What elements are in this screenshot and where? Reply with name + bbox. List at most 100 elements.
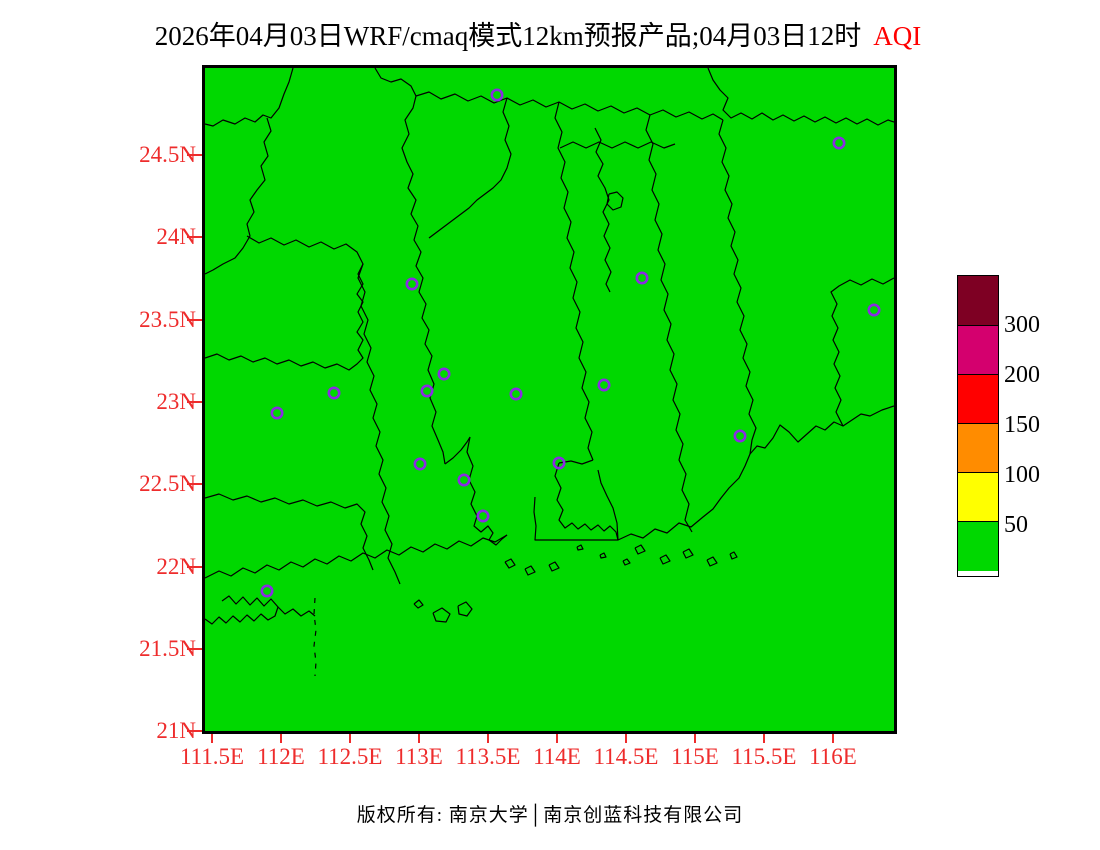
x-axis-tick <box>763 734 765 743</box>
island-outline <box>634 544 646 555</box>
station-marker-icon <box>327 386 341 400</box>
island-outline <box>599 552 607 559</box>
x-axis-label: 115E <box>671 744 719 769</box>
admin-boundary-line <box>554 101 594 461</box>
colorbar-segment <box>958 374 998 424</box>
y-axis-tick <box>187 730 202 732</box>
admin-boundary-dashed-line <box>313 597 317 677</box>
x-axis-tick <box>694 734 696 743</box>
x-axis-label: 113.5E <box>455 744 521 769</box>
map-plot-area <box>202 65 897 734</box>
y-axis-tick <box>187 319 202 321</box>
x-axis-label: 111.5E <box>179 744 245 769</box>
admin-boundary-line <box>594 127 612 293</box>
admin-boundary-line <box>428 97 512 239</box>
admin-boundary-line <box>205 595 279 625</box>
y-axis-label: 21.5N <box>139 636 196 661</box>
island-outline <box>706 556 718 567</box>
y-axis-label: 23N <box>156 389 196 414</box>
colorbar-segment <box>958 521 998 571</box>
island-outline <box>576 544 584 551</box>
y-axis-tick <box>187 154 202 156</box>
y-axis-tick <box>187 648 202 650</box>
y-axis-label: 24.5N <box>139 142 196 167</box>
station-marker-icon <box>270 406 284 420</box>
x-axis-tick <box>487 734 489 743</box>
admin-boundary-line <box>617 405 894 541</box>
station-marker-icon <box>420 384 434 398</box>
x-axis-tick <box>556 734 558 743</box>
island-outline <box>504 558 516 569</box>
colorbar-segment <box>958 423 998 473</box>
colorbar <box>957 275 999 577</box>
admin-boundary-line <box>415 91 724 121</box>
station-marker-icon <box>437 367 451 381</box>
figure-title: 2026年04月03日WRF/cmaq模式12km预报产品;04月03日12时 A… <box>0 14 1076 53</box>
admin-boundary-line <box>466 436 508 546</box>
station-marker-icon <box>733 429 747 443</box>
admin-boundary-line <box>559 141 676 149</box>
x-axis-tick <box>832 734 834 743</box>
station-marker-icon <box>490 88 504 102</box>
station-marker-icon <box>867 303 881 317</box>
colorbar-tick-label: 200 <box>1004 362 1040 388</box>
island-outline <box>729 551 738 560</box>
colorbar-tick-label: 50 <box>1004 512 1028 538</box>
y-axis-label: 22.5N <box>139 471 196 496</box>
figure-title-pollutant: AQI <box>873 21 922 51</box>
x-axis-tick <box>280 734 282 743</box>
y-axis-tick <box>187 401 202 403</box>
figure-title-text: 2026年04月03日WRF/cmaq模式12km预报产品;04月03日12时 <box>154 21 862 51</box>
x-axis-tick <box>625 734 627 743</box>
x-axis-tick <box>211 734 213 743</box>
y-axis-tick <box>187 566 202 568</box>
island-outline <box>659 554 671 565</box>
station-marker-icon <box>597 378 611 392</box>
admin-boundary-line <box>830 277 894 427</box>
station-marker-icon <box>509 387 523 401</box>
admin-boundary-line <box>645 114 693 533</box>
station-marker-icon <box>552 456 566 470</box>
colorbar-segment <box>958 276 998 326</box>
x-axis-label: 113E <box>395 744 443 769</box>
island-outline <box>432 607 451 623</box>
station-marker-icon <box>635 271 649 285</box>
y-axis-label: 21N <box>156 718 196 743</box>
colorbar-tick-label: 100 <box>1004 462 1040 488</box>
admin-boundary-line <box>533 469 619 541</box>
admin-boundary-line <box>444 436 471 465</box>
x-axis-tick <box>349 734 351 743</box>
admin-boundary-line <box>606 191 624 211</box>
island-outline <box>413 599 424 609</box>
admin-boundary-line <box>246 235 401 585</box>
admin-boundary-line <box>205 68 294 127</box>
x-axis-label: 114.5E <box>593 744 659 769</box>
x-axis-label: 115.5E <box>731 744 797 769</box>
station-marker-icon <box>413 457 427 471</box>
x-axis-label: 114E <box>533 744 581 769</box>
admin-boundary-line <box>707 68 894 126</box>
map-canvas <box>205 68 894 677</box>
x-axis-label: 112.5E <box>317 744 383 769</box>
admin-boundary-line <box>205 534 508 579</box>
colorbar-tick-label: 150 <box>1004 412 1040 438</box>
station-marker-icon <box>457 473 471 487</box>
admin-boundary-line <box>718 119 757 455</box>
admin-boundary-line <box>205 117 272 275</box>
y-axis-label: 24N <box>156 224 196 249</box>
island-outline <box>548 561 560 572</box>
colorbar-segment <box>958 472 998 522</box>
admin-boundary-line <box>554 462 619 541</box>
x-axis-label: 116E <box>809 744 857 769</box>
admin-boundary-line <box>277 606 316 617</box>
station-marker-icon <box>476 509 490 523</box>
island-outline <box>682 548 694 559</box>
admin-boundary-line <box>205 263 364 371</box>
y-axis-label: 22N <box>156 554 196 579</box>
colorbar-segment <box>958 325 998 375</box>
island-outline <box>524 565 536 576</box>
station-marker-icon <box>405 277 419 291</box>
station-marker-icon <box>260 584 274 598</box>
admin-boundary-line <box>205 493 374 571</box>
